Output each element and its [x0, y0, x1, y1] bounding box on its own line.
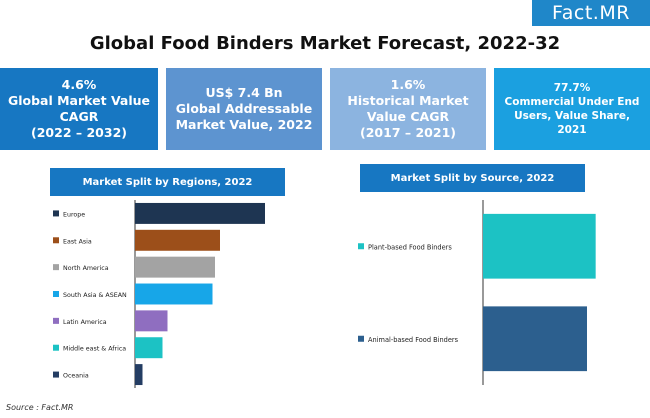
logo-text-dot: .: [592, 2, 600, 24]
category-label: East Asia: [63, 238, 92, 245]
category-label: South Asia & ASEAN: [63, 292, 127, 299]
bar: [135, 283, 213, 305]
bar: [483, 213, 596, 279]
page-title: Global Food Binders Market Forecast, 202…: [89, 33, 561, 54]
category-label: North America: [63, 265, 109, 272]
category-label: Middle east & Africa: [63, 346, 126, 353]
kpi-market-value-cagr: 4.6% Global Market Value CAGR (2022 – 20…: [0, 68, 158, 150]
bar: [483, 306, 587, 372]
kpi-value: US$ 7.4 Bn: [205, 85, 283, 100]
bar: [135, 337, 163, 359]
category-label: Animal-based Food Binders: [368, 336, 459, 344]
kpi-addressable-market-value: US$ 7.4 Bn Global Addressable Market Val…: [166, 68, 322, 150]
legend-swatch: [53, 237, 59, 244]
bar: [135, 229, 220, 251]
source-note: Source : Fact.MR: [6, 403, 74, 412]
category-label: Oceania: [63, 373, 89, 380]
logo-text-main: Fact: [552, 2, 593, 24]
legend-swatch: [53, 291, 59, 297]
kpi-value: 4.6%: [61, 77, 97, 92]
kpi-value: 77.7%: [553, 82, 591, 94]
logo-text-end: MR: [599, 2, 630, 24]
legend-swatch: [53, 371, 59, 378]
legend-swatch: [53, 344, 59, 351]
bar: [135, 310, 168, 332]
kpi-commercial-share: 77.7% Commercial Under End Users, Value …: [494, 68, 650, 150]
legend-swatch: [53, 264, 59, 271]
source-bar-chart: Plant-based Food Binders Animal-based Foo…: [358, 200, 596, 385]
regions-bar-chart: Europe East Asia North America South Asia &…: [53, 200, 265, 388]
kpi-label: Global Addressable Market Value, 2022: [175, 101, 313, 132]
source-panel-title: Market Split by Source, 2022: [360, 164, 585, 192]
legend-swatch: [358, 243, 364, 250]
category-label: Europe: [63, 211, 85, 218]
kpi-label: Historical Market Value CAGR (2017 – 202…: [347, 93, 469, 140]
kpi-value: 1.6%: [390, 77, 426, 92]
legend-swatch: [53, 210, 59, 217]
factmr-logo: Fact. MR: [532, 0, 650, 26]
bar: [135, 202, 265, 224]
legend-swatch: [53, 317, 59, 324]
bar: [135, 364, 143, 386]
category-label: Latin America: [63, 319, 107, 326]
category-label: Plant-based Food Binders: [368, 243, 452, 251]
legend-swatch: [358, 335, 364, 342]
kpi-historical-cagr: 1.6% Historical Market Value CAGR (2017 …: [330, 68, 486, 150]
bar: [135, 256, 215, 278]
kpi-label: Commercial Under End Users, Value Share,…: [504, 96, 640, 136]
regions-panel-title: Market Split by Regions, 2022: [50, 168, 285, 196]
kpi-label: Global Market Value CAGR (2022 – 2032): [7, 93, 151, 140]
